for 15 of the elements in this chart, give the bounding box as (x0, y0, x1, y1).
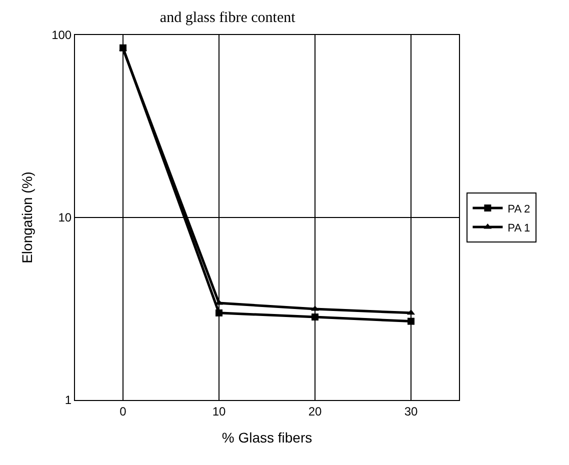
y-tick-label: 1 (64, 393, 72, 408)
y-axis-title: Elongation (%) (19, 172, 36, 264)
x-tick-label: 20 (308, 404, 322, 418)
x-tick-label: 10 (212, 404, 226, 418)
chart-title: and glass fibre content (160, 10, 296, 26)
y-tick-label: 10 (58, 210, 72, 225)
x-tick-label: 0 (120, 404, 127, 418)
legend-label: PA 2 (508, 203, 530, 216)
x-tick-label: 30 (404, 404, 418, 418)
point (312, 313, 318, 320)
point (216, 309, 222, 316)
y-tick-label: 100 (52, 28, 72, 42)
x-axis-title: % Glass fibers (222, 430, 312, 446)
legend-label: PA 1 (508, 222, 530, 234)
point (408, 318, 414, 325)
